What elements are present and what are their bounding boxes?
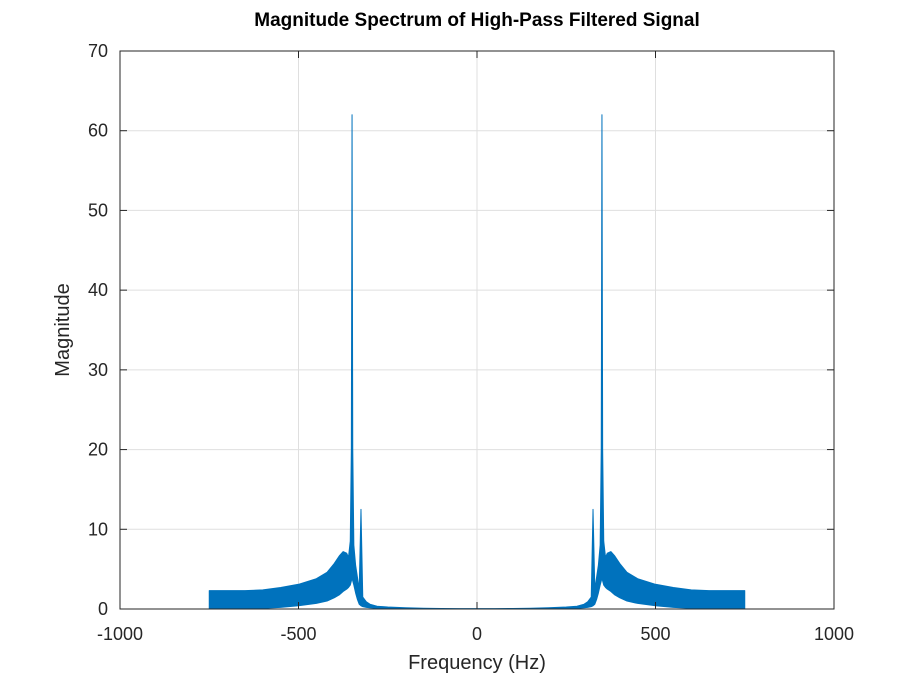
tick-layer: -1000 -500 0 500 1000 0 10 20 30 40 50 60 70 <box>88 41 854 644</box>
x-tick-label: 0 <box>472 624 482 644</box>
grid-layer <box>120 51 834 609</box>
y-axis-label: Magnitude <box>52 283 74 376</box>
y-tick-label: 70 <box>88 41 108 61</box>
y-tick-label: 30 <box>88 360 108 380</box>
x-tick-label: 500 <box>640 624 670 644</box>
x-tick-label: -1000 <box>97 624 143 644</box>
y-tick-label: 20 <box>88 440 108 460</box>
y-tick-label: 60 <box>88 121 108 141</box>
x-tick-label: 1000 <box>814 624 854 644</box>
y-tick-label: 0 <box>98 599 108 619</box>
y-tick-label: 10 <box>88 519 108 539</box>
x-tick-label: -500 <box>280 624 316 644</box>
x-axis-label: Frequency (Hz) <box>408 652 546 674</box>
y-tick-label: 50 <box>88 200 108 220</box>
y-tick-label: 40 <box>88 280 108 300</box>
chart-title: Magnitude Spectrum of High-Pass Filtered… <box>254 10 700 31</box>
